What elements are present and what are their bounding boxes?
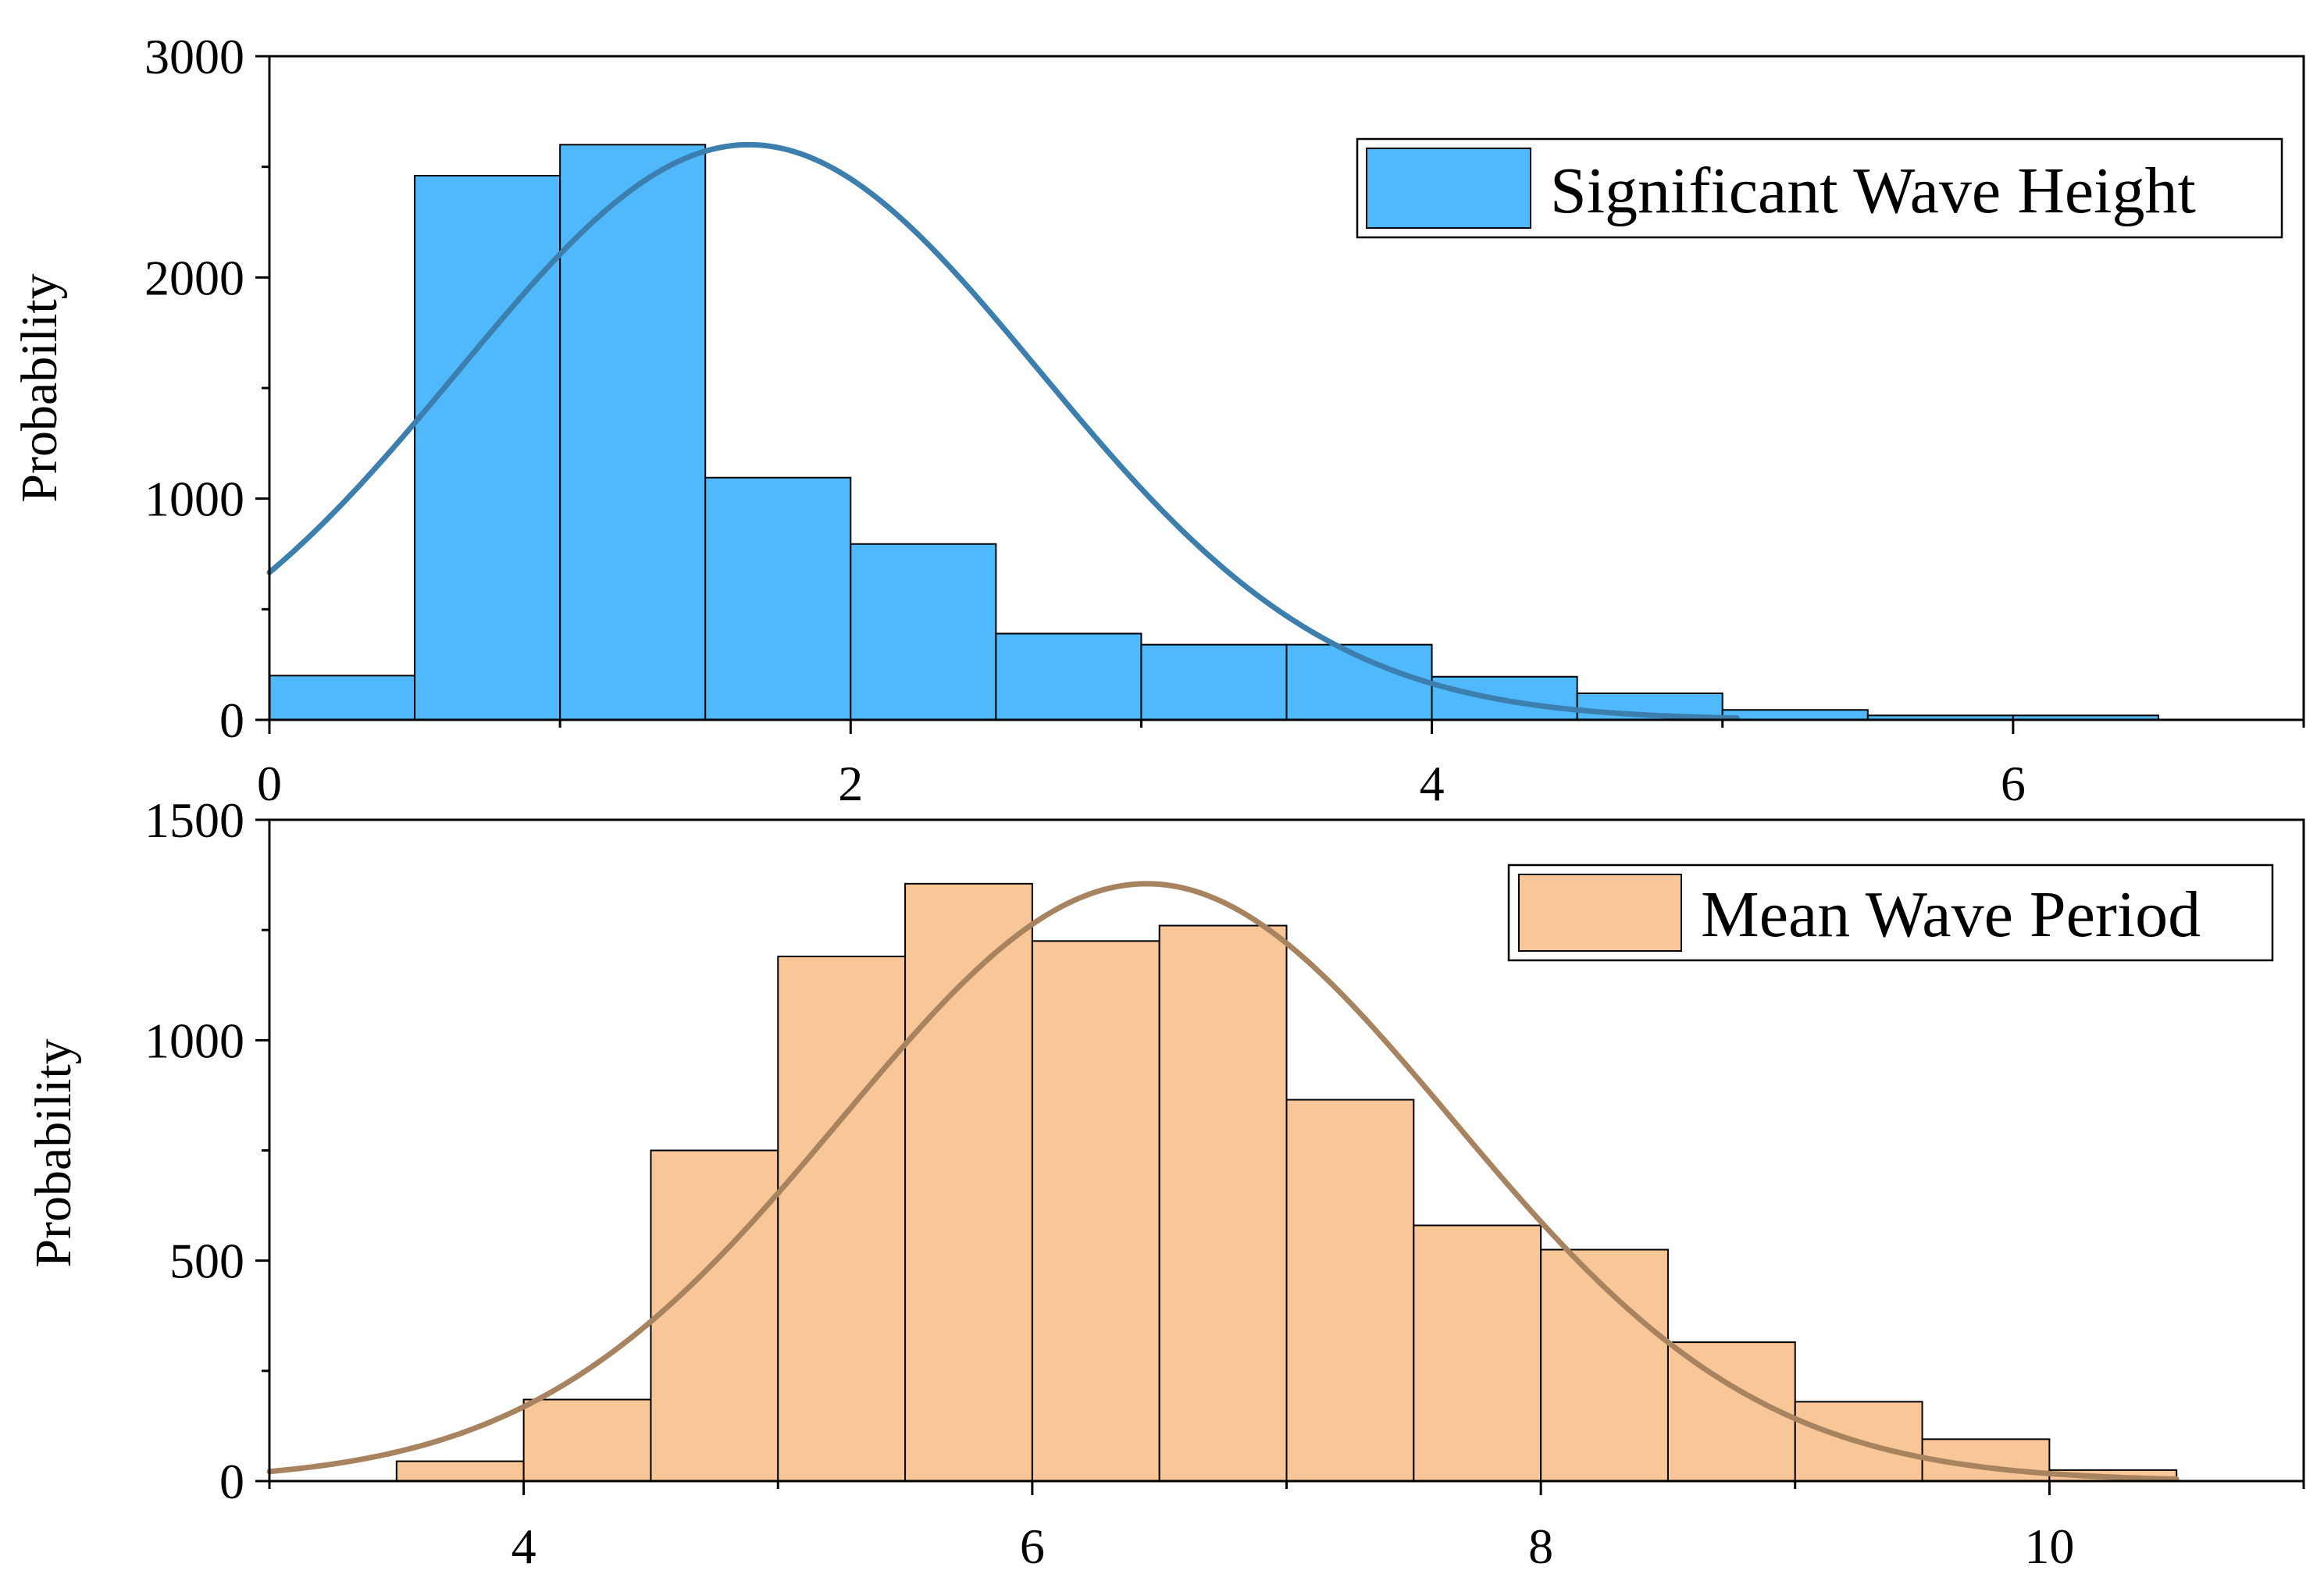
histogram-bar	[995, 632, 1142, 721]
histogram-bar	[1413, 1224, 1542, 1482]
x-tick-label: 8	[1528, 1519, 1553, 1574]
significant-wave-height-panel: 0 1000 2000 3000 0 2 4 6 Probability Significant …	[11, 29, 2305, 811]
y-tick-label: 0	[219, 693, 244, 748]
y-tick-label: 0	[219, 1454, 244, 1509]
x-tick-label: 2	[838, 756, 863, 811]
legend: Significant Wave Height	[1356, 137, 2283, 239]
y-tick-label: 1000	[144, 1013, 244, 1068]
legend: Mean Wave Period	[1507, 864, 2274, 962]
x-tick-label: 4	[511, 1519, 536, 1574]
mean-wave-period-panel: 0 500 1000 1500 4 6 8 10 Probability Mean Wave Pe…	[25, 792, 2305, 1574]
normal-fit-curve	[266, 881, 2180, 1482]
normal-fit-curve	[266, 141, 1740, 721]
histogram-bar	[1721, 709, 1869, 721]
histogram-bar	[522, 1398, 652, 1482]
histogram-bar	[395, 1460, 525, 1482]
y-tick-label: 2000	[144, 250, 244, 305]
x-tick-label: 10	[2024, 1519, 2074, 1574]
histogram-bar	[650, 1149, 779, 1482]
legend-label: Significant Wave Height	[1550, 155, 2196, 227]
y-tick-label: 1000	[144, 472, 244, 527]
y-tick-label: 3000	[144, 29, 244, 84]
histogram-bar	[1285, 1099, 1415, 1483]
legend-swatch	[1366, 148, 1531, 229]
x-tick-label: 0	[257, 756, 282, 811]
y-tick-label: 1500	[144, 792, 244, 848]
histogram-bar	[1140, 643, 1288, 721]
histogram-bar	[414, 175, 561, 721]
histogram-bar	[704, 476, 852, 721]
y-axis-label: Probability	[25, 1038, 82, 1267]
histogram-bar	[559, 144, 707, 721]
legend-swatch	[1518, 874, 1682, 952]
legend-label: Mean Wave Period	[1701, 878, 2201, 951]
histogram-bar	[1158, 924, 1288, 1482]
histogram-bar	[777, 956, 907, 1482]
x-tick-label: 6	[2001, 756, 2026, 811]
x-tick-label: 4	[1420, 756, 1445, 811]
histogram-bar	[850, 543, 997, 721]
histogram-bar	[269, 675, 416, 721]
histogram-bar	[1031, 940, 1160, 1482]
x-tick-label: 6	[1020, 1519, 1045, 1574]
y-tick-label: 500	[169, 1234, 244, 1289]
y-axis-label: Probability	[11, 273, 68, 502]
histogram-bar	[904, 882, 1033, 1483]
